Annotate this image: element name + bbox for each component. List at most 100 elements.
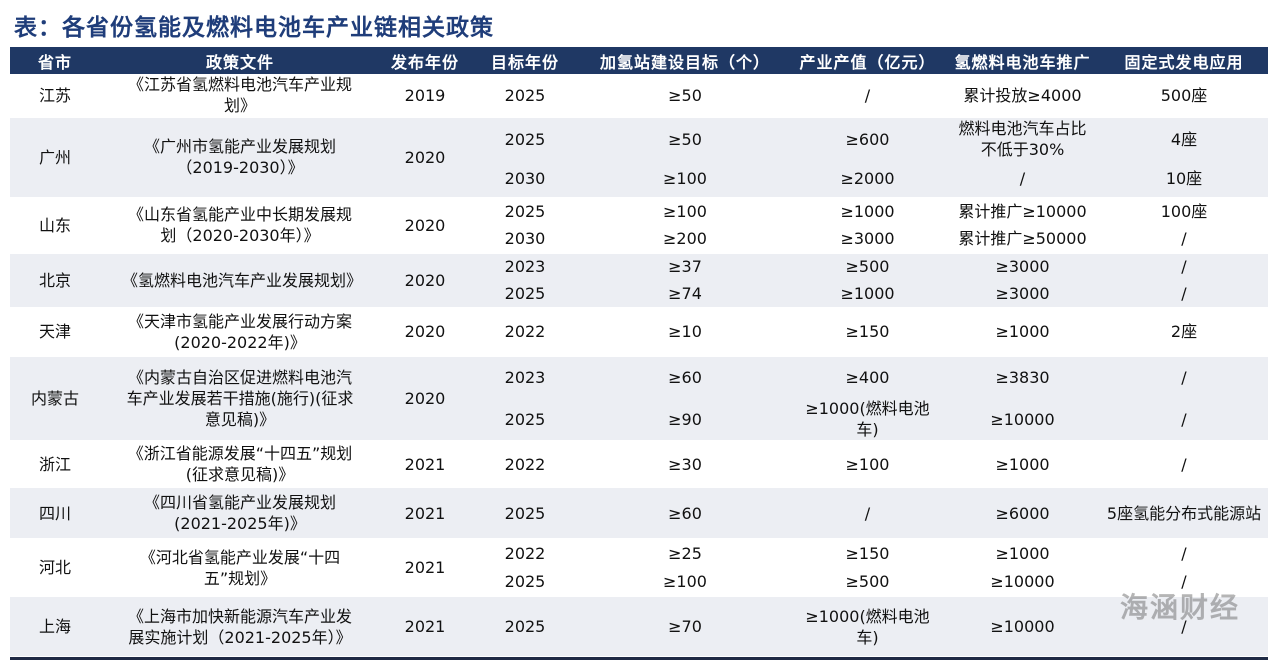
table-row: 山东 《山东省氢能产业中长期发展规划（2020-2030年）》 2020 2025 ≥1… bbox=[10, 196, 1268, 253]
bottom-rule bbox=[10, 657, 1268, 660]
fcv-promotion: ≥3000 bbox=[945, 280, 1100, 308]
target-year: 2025 bbox=[470, 196, 580, 225]
fixed-power: / bbox=[1100, 595, 1268, 656]
release-year: 2020 bbox=[380, 306, 470, 356]
policy-document: 《河北省氢能产业发展“十四五”规划》 bbox=[100, 538, 380, 596]
fcv-promotion: ≥1000 bbox=[945, 440, 1100, 487]
output-value: ≥1000(燃料电池车) bbox=[790, 398, 945, 441]
fcv-promotion: ≥1000 bbox=[945, 538, 1100, 568]
table-row: 上海 《上海市加快新能源汽车产业发展实施计划（2021-2025年）》 2021 20… bbox=[10, 595, 1268, 656]
fixed-power: 100座 bbox=[1100, 196, 1268, 225]
province: 天津 bbox=[10, 306, 100, 356]
station-target: ≥70 bbox=[580, 595, 790, 656]
fixed-power: / bbox=[1100, 251, 1268, 280]
province: 四川 bbox=[10, 486, 100, 539]
table-row: 北京 《氢燃料电池汽车产业发展规划》 2020 2023 ≥37 ≥500 ≥3000/ bbox=[10, 251, 1268, 308]
output-value: ≥2000 bbox=[790, 160, 945, 198]
province: 山东 bbox=[10, 196, 100, 253]
province: 广州 bbox=[10, 116, 100, 198]
target-year: 2025 bbox=[470, 74, 580, 117]
station-target: ≥100 bbox=[580, 160, 790, 198]
release-year: 2021 bbox=[380, 538, 470, 596]
release-year: 2020 bbox=[380, 116, 470, 198]
policy-document: 《内蒙古自治区促进燃料电池汽车产业发展若干措施(施行)(征求意见稿)》 bbox=[100, 354, 380, 441]
table-row: 2025 ≥74 ≥1000 ≥3000/ bbox=[10, 280, 1268, 308]
watermark: 海涵财经 bbox=[1119, 591, 1240, 624]
header-cell: 发布年份 bbox=[380, 47, 470, 74]
target-year: 2023 bbox=[470, 354, 580, 398]
table-row: 2025 ≥100 ≥500 ≥10000/ bbox=[10, 567, 1268, 596]
release-year: 2020 bbox=[380, 251, 470, 308]
target-year: 2025 bbox=[470, 595, 580, 656]
fcv-promotion: ≥3000 bbox=[945, 251, 1100, 280]
fixed-power: 10座 bbox=[1100, 160, 1268, 198]
output-value: ≥100 bbox=[790, 440, 945, 487]
header-cell: 目标年份 bbox=[470, 47, 580, 74]
province: 上海 bbox=[10, 595, 100, 656]
output-value: / bbox=[790, 74, 945, 117]
header-row: 省市 政策文件 发布年份 目标年份 加氢站建设目标（个） 产业产值（亿元） 氢燃料电池车推广… bbox=[10, 47, 1268, 74]
output-value: ≥3000 bbox=[790, 225, 945, 253]
fixed-power: / bbox=[1100, 398, 1268, 441]
table-row: 2030 ≥200 ≥3000 累计推广≥50000/ bbox=[10, 225, 1268, 253]
policy-document: 《江苏省氢燃料电池汽车产业规划》 bbox=[100, 74, 380, 117]
fixed-power: 5座氢能分布式能源站 bbox=[1100, 486, 1268, 539]
fixed-power: 500座 bbox=[1100, 74, 1268, 117]
fcv-promotion: ≥10000 bbox=[945, 567, 1100, 596]
header-cell: 加氢站建设目标（个） bbox=[580, 47, 790, 74]
policy-document: 《广州市氢能产业发展规划（2019-2030）》 bbox=[100, 116, 380, 198]
station-target: ≥90 bbox=[580, 398, 790, 441]
station-target: ≥100 bbox=[580, 196, 790, 225]
target-year: 2030 bbox=[470, 225, 580, 253]
table-wrap: 省市 政策文件 发布年份 目标年份 加氢站建设目标（个） 产业产值（亿元） 氢燃料电池车推广… bbox=[10, 47, 1268, 656]
fcv-promotion: ≥10000 bbox=[945, 398, 1100, 441]
station-target: ≥30 bbox=[580, 440, 790, 487]
table-row: 2025 ≥90 ≥1000(燃料电池车) ≥10000/ bbox=[10, 398, 1268, 441]
fcv-promotion: 累计推广≥50000 bbox=[945, 225, 1100, 253]
target-year: 2022 bbox=[470, 440, 580, 487]
province: 浙江 bbox=[10, 440, 100, 487]
province: 河北 bbox=[10, 538, 100, 596]
target-year: 2025 bbox=[470, 116, 580, 160]
target-year: 2025 bbox=[470, 398, 580, 441]
policy-table: 省市 政策文件 发布年份 目标年份 加氢站建设目标（个） 产业产值（亿元） 氢燃料电池车推广… bbox=[10, 47, 1268, 656]
fcv-promotion: ≥1000 bbox=[945, 306, 1100, 356]
station-target: ≥37 bbox=[580, 251, 790, 280]
output-value: ≥500 bbox=[790, 567, 945, 596]
fixed-power: 4座 bbox=[1100, 116, 1268, 160]
target-year: 2025 bbox=[470, 486, 580, 539]
fcv-promotion: ≥6000 bbox=[945, 486, 1100, 539]
table-row: 江苏 《江苏省氢燃料电池汽车产业规划》 2019 2025 ≥50/累计投放≥4000 5… bbox=[10, 74, 1268, 117]
target-year: 2030 bbox=[470, 160, 580, 198]
output-value: ≥1000 bbox=[790, 280, 945, 308]
fcv-promotion: 燃料电池汽车占比不低于30% bbox=[945, 116, 1100, 160]
target-year: 2025 bbox=[470, 567, 580, 596]
release-year: 2020 bbox=[380, 196, 470, 253]
policy-document: 《天津市氢能产业发展行动方案(2020-2022年)》 bbox=[100, 306, 380, 356]
table-row: 2030 ≥100 ≥2000/10座 bbox=[10, 160, 1268, 198]
fcv-promotion: 累计推广≥10000 bbox=[945, 196, 1100, 225]
policy-document: 《上海市加快新能源汽车产业发展实施计划（2021-2025年）》 bbox=[100, 595, 380, 656]
table-row: 河北 《河北省氢能产业发展“十四五”规划》 2021 2022 ≥25 ≥150 ≥1000… bbox=[10, 538, 1268, 596]
province: 北京 bbox=[10, 251, 100, 308]
station-target: ≥60 bbox=[580, 354, 790, 398]
output-value: ≥150 bbox=[790, 538, 945, 568]
station-target: ≥10 bbox=[580, 306, 790, 356]
output-value: ≥1000 bbox=[790, 196, 945, 225]
target-year: 2023 bbox=[470, 251, 580, 280]
province: 内蒙古 bbox=[10, 354, 100, 441]
station-target: ≥100 bbox=[580, 567, 790, 596]
output-value: ≥500 bbox=[790, 251, 945, 280]
release-year: 2020 bbox=[380, 354, 470, 441]
header-cell: 省市 bbox=[10, 47, 100, 74]
header-cell: 政策文件 bbox=[100, 47, 380, 74]
station-target: ≥50 bbox=[580, 74, 790, 117]
fixed-power: 2座 bbox=[1100, 306, 1268, 356]
release-year: 2021 bbox=[380, 486, 470, 539]
header-cell: 产业产值（亿元） bbox=[790, 47, 945, 74]
fixed-power: / bbox=[1100, 354, 1268, 398]
fcv-promotion: / bbox=[945, 160, 1100, 198]
table-row: 内蒙古 《内蒙古自治区促进燃料电池汽车产业发展若干措施(施行)(征求意见稿)》 20… bbox=[10, 354, 1268, 441]
station-target: ≥60 bbox=[580, 486, 790, 539]
